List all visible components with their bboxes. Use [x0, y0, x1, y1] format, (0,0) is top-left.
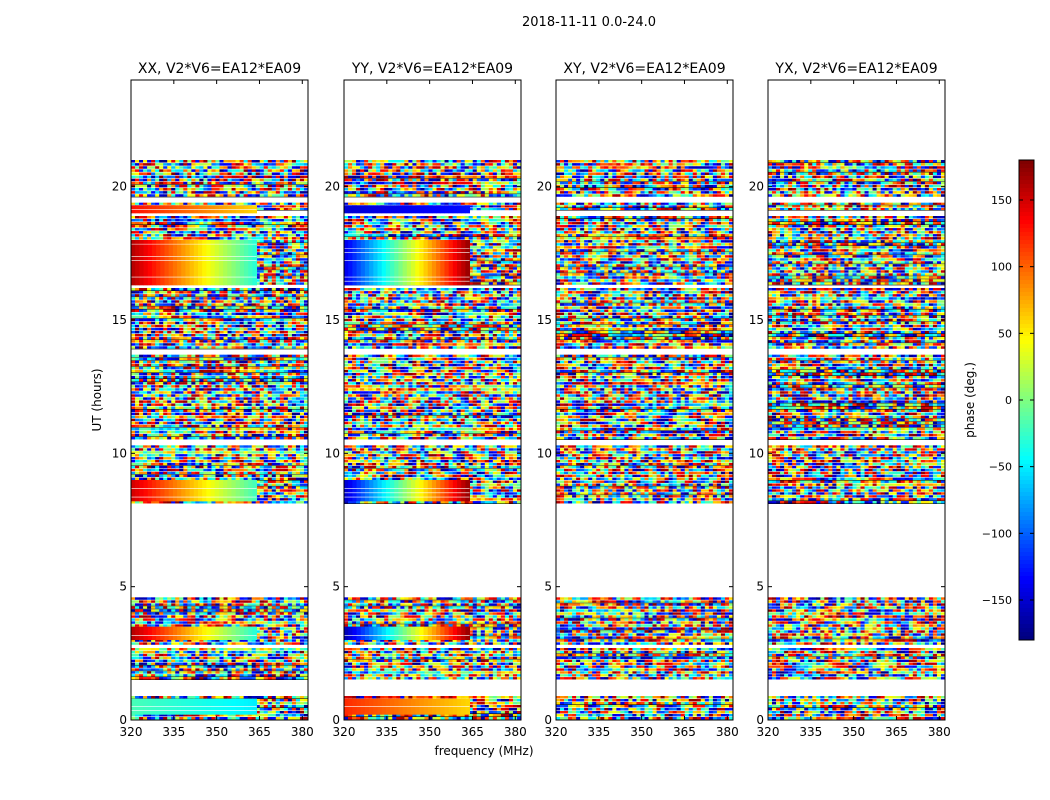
colorbar-tick-label: −150	[982, 594, 1012, 607]
x-axis-label: frequency (MHz)	[434, 744, 533, 758]
y-tick-label: 0	[119, 713, 127, 727]
y-tick-label: 10	[112, 446, 127, 460]
x-tick-label: 335	[162, 725, 185, 739]
panel-yy: YY, V2*V6=EA12*EA09 320 335 350 365 380 0 5 10 15…	[325, 61, 527, 739]
colorbar-label: phase (deg.)	[963, 362, 977, 438]
colorbar: 150 100 50 0 −50 −100 −150	[982, 159, 1035, 641]
x-tick-label: 320	[120, 725, 143, 739]
panel-xy: XY, V2*V6=EA12*EA09 320 335 350 365 380 0 5 10 15…	[537, 61, 739, 739]
y-tick-label: 15	[537, 313, 552, 327]
x-tick-label: 350	[418, 725, 441, 739]
y-tick-label: 0	[332, 713, 340, 727]
phase-heatmap	[768, 160, 945, 720]
y-tick-label: 20	[749, 180, 764, 194]
colorbar-tick-label: 150	[991, 194, 1012, 207]
panel-title: YX, V2*V6=EA12*EA09	[774, 61, 937, 77]
panels: XX, V2*V6=EA12*EA09 320 335 350 365 380 0 5 10 15…	[112, 61, 951, 739]
y-tick-label: 20	[537, 180, 552, 194]
x-tick-label: 320	[333, 725, 356, 739]
y-axis-label: UT (hours)	[90, 368, 104, 431]
x-tick-label: 380	[928, 725, 951, 739]
figure-title: 2018-11-11 0.0-24.0	[522, 15, 656, 30]
y-tick-label: 5	[544, 580, 552, 594]
y-tick-label: 10	[325, 446, 340, 460]
y-tick-label: 5	[119, 580, 127, 594]
y-tick-label: 5	[756, 580, 764, 594]
x-tick-label: 365	[461, 725, 484, 739]
y-tick-label: 15	[325, 313, 340, 327]
axes-frame	[343, 79, 522, 721]
panel-title: XX, V2*V6=EA12*EA09	[138, 61, 301, 77]
x-tick-label: 320	[757, 725, 780, 739]
x-tick-label: 365	[885, 725, 908, 739]
x-tick-label: 335	[375, 725, 398, 739]
x-tick-label: 335	[587, 725, 610, 739]
panel-yx: YX, V2*V6=EA12*EA09 320 335 350 365 380 0 5 10 15…	[749, 61, 951, 739]
panel-title: XY, V2*V6=EA12*EA09	[563, 61, 725, 77]
phase-heatmap	[344, 160, 521, 720]
x-tick-label: 350	[842, 725, 865, 739]
x-tick-label: 365	[248, 725, 271, 739]
y-tick-label: 10	[749, 446, 764, 460]
colorbar-tick-label: 0	[1005, 394, 1012, 407]
y-tick-label: 15	[749, 313, 764, 327]
axes-frame	[767, 79, 946, 721]
panel-title: YY, V2*V6=EA12*EA09	[351, 61, 513, 77]
x-tick-label: 380	[291, 725, 314, 739]
y-tick-label: 10	[537, 446, 552, 460]
x-tick-label: 350	[630, 725, 653, 739]
x-tick-label: 380	[716, 725, 739, 739]
phase-heatmap	[131, 160, 308, 720]
axes-frame	[555, 79, 734, 721]
panel-xx: XX, V2*V6=EA12*EA09 320 335 350 365 380 0 5 10 15…	[112, 61, 314, 739]
y-tick-label: 0	[756, 713, 764, 727]
x-tick-label: 320	[545, 725, 568, 739]
colorbar-tick-label: 50	[998, 327, 1012, 340]
axes-frame	[130, 79, 309, 721]
y-tick-label: 0	[544, 713, 552, 727]
x-tick-label: 365	[673, 725, 696, 739]
colorbar-tick-label: 100	[991, 261, 1012, 274]
x-tick-label: 380	[504, 725, 527, 739]
x-tick-label: 350	[205, 725, 228, 739]
phase-heatmap	[556, 160, 733, 720]
x-tick-label: 335	[799, 725, 822, 739]
y-tick-label: 20	[112, 180, 127, 194]
y-tick-label: 20	[325, 180, 340, 194]
y-tick-label: 15	[112, 313, 127, 327]
y-tick-label: 5	[332, 580, 340, 594]
colorbar-tick-label: −50	[989, 461, 1012, 474]
colorbar-tick-label: −100	[982, 527, 1012, 540]
